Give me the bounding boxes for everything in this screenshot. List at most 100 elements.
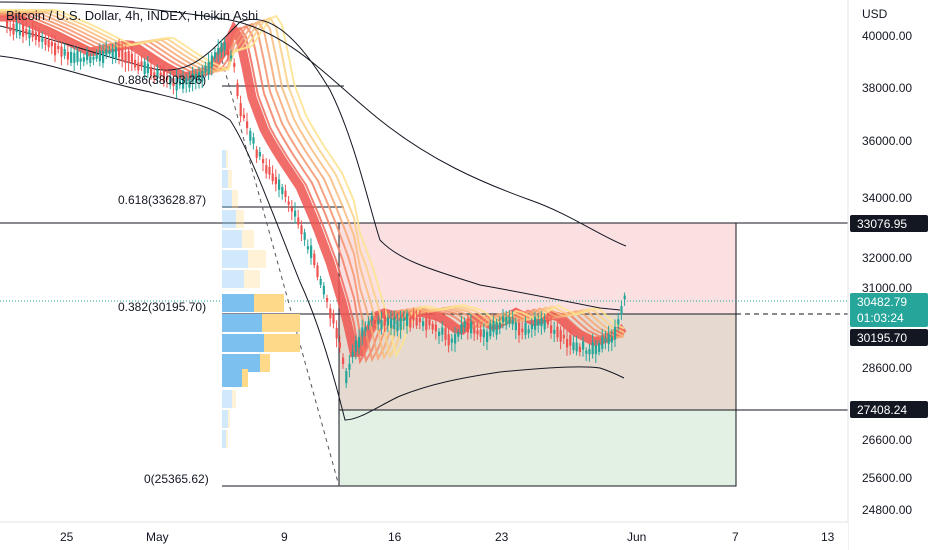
fib-label-0: 0(25365.62) xyxy=(144,472,209,486)
candle-body xyxy=(479,329,482,337)
stop-price-text: 33076.95 xyxy=(857,217,907,231)
candle-body xyxy=(415,317,418,326)
candle-body xyxy=(50,41,53,47)
candle-body xyxy=(162,70,165,83)
candle-body xyxy=(482,329,485,338)
candle-body xyxy=(588,349,591,355)
entry-price-text: 30195.70 xyxy=(857,331,907,345)
fib-label-0382: 0.382(30195.70) xyxy=(118,300,206,314)
candle-body xyxy=(185,77,188,85)
candle-body xyxy=(527,329,530,334)
candle-body xyxy=(553,329,556,334)
candle-body xyxy=(265,165,268,174)
price-axis[interactable] xyxy=(848,0,932,550)
candle-body xyxy=(377,320,380,325)
countdown-text: 01:03:24 xyxy=(857,311,904,325)
candle-body xyxy=(348,363,351,370)
candle-body xyxy=(473,328,476,334)
candle-body xyxy=(15,22,18,33)
candle-body xyxy=(166,76,169,80)
candle-body xyxy=(150,66,153,76)
candle-body xyxy=(620,306,623,315)
candle-body xyxy=(6,18,9,28)
candle-body xyxy=(95,54,98,59)
time-axis-label: 23 xyxy=(495,530,509,544)
candle-body xyxy=(178,77,181,85)
candle-body xyxy=(319,279,322,285)
volume-profile-bar-down xyxy=(262,314,300,332)
candle-body xyxy=(550,325,553,334)
candle-body xyxy=(345,371,348,384)
candle-body xyxy=(495,322,498,335)
price-axis-label: 34000.00 xyxy=(862,191,912,205)
candle-body xyxy=(194,73,197,83)
candle-body xyxy=(54,43,57,56)
time-axis[interactable] xyxy=(0,522,848,550)
candle-body xyxy=(342,357,345,364)
candle-body xyxy=(169,76,172,85)
candle-body xyxy=(393,317,396,330)
candle-body xyxy=(214,52,217,59)
candle-body xyxy=(338,342,341,348)
candle-body xyxy=(607,334,610,345)
candle-body xyxy=(137,62,140,71)
volume-profile-bar-up xyxy=(222,170,228,188)
candle-body xyxy=(76,50,79,62)
candle-body xyxy=(242,114,245,118)
candle-body xyxy=(521,328,524,333)
volume-profile-bar-up xyxy=(222,334,264,352)
candle-body xyxy=(98,50,101,62)
candle-body xyxy=(623,295,626,300)
candle-body xyxy=(92,56,95,60)
candle-body xyxy=(9,27,12,31)
candle-body xyxy=(486,331,489,342)
candle-body xyxy=(108,50,111,55)
candle-body xyxy=(34,32,37,40)
time-axis-label: 7 xyxy=(732,530,739,544)
volume-profile-bar-down xyxy=(248,250,266,268)
fib-trend-line xyxy=(221,59,340,487)
currency-label: USD xyxy=(862,7,888,21)
candle-body xyxy=(121,48,124,62)
volume-profile-bar-up xyxy=(222,230,242,248)
candle-body xyxy=(585,350,588,354)
candle-body xyxy=(361,327,364,337)
candle-body xyxy=(543,319,546,330)
volume-profile-bar-up xyxy=(222,410,228,428)
candle-body xyxy=(143,61,146,75)
candle-body xyxy=(284,190,287,197)
candle-body xyxy=(127,51,130,63)
candle-body xyxy=(566,338,569,348)
candle-body xyxy=(22,24,25,37)
candle-body xyxy=(140,61,143,67)
loss-zone xyxy=(339,223,736,314)
long-moving-average xyxy=(0,1,627,247)
volume-profile-bar-down xyxy=(236,210,244,228)
candle-body xyxy=(220,43,223,53)
candle-body xyxy=(562,335,565,339)
candle-body xyxy=(105,49,108,56)
candle-body xyxy=(502,316,505,323)
candle-body xyxy=(575,342,578,352)
candle-body xyxy=(396,320,399,332)
candle-body xyxy=(278,179,281,190)
candle-body xyxy=(306,246,309,250)
chart-title: Bitcoin / U.S. Dollar, 4h, INDEX, Heikin… xyxy=(6,8,259,23)
volume-profile-bar-down xyxy=(232,190,238,208)
candle-body xyxy=(572,342,575,351)
candle-body xyxy=(79,58,82,62)
candle-body xyxy=(447,334,450,346)
candle-body xyxy=(246,121,249,129)
ma-ribbon-line xyxy=(0,12,625,362)
price-axis-label: 28600.00 xyxy=(862,361,912,375)
volume-profile-bar-up xyxy=(222,250,248,268)
candle-body xyxy=(300,225,303,235)
candle-body xyxy=(182,78,185,89)
time-axis-label: 9 xyxy=(281,530,288,544)
price-axis-label: 24800.00 xyxy=(862,503,912,517)
bollinger-lower xyxy=(0,55,625,421)
volume-profile-bar-down xyxy=(232,390,236,408)
candle-body xyxy=(31,30,34,38)
candle-body xyxy=(38,32,41,42)
